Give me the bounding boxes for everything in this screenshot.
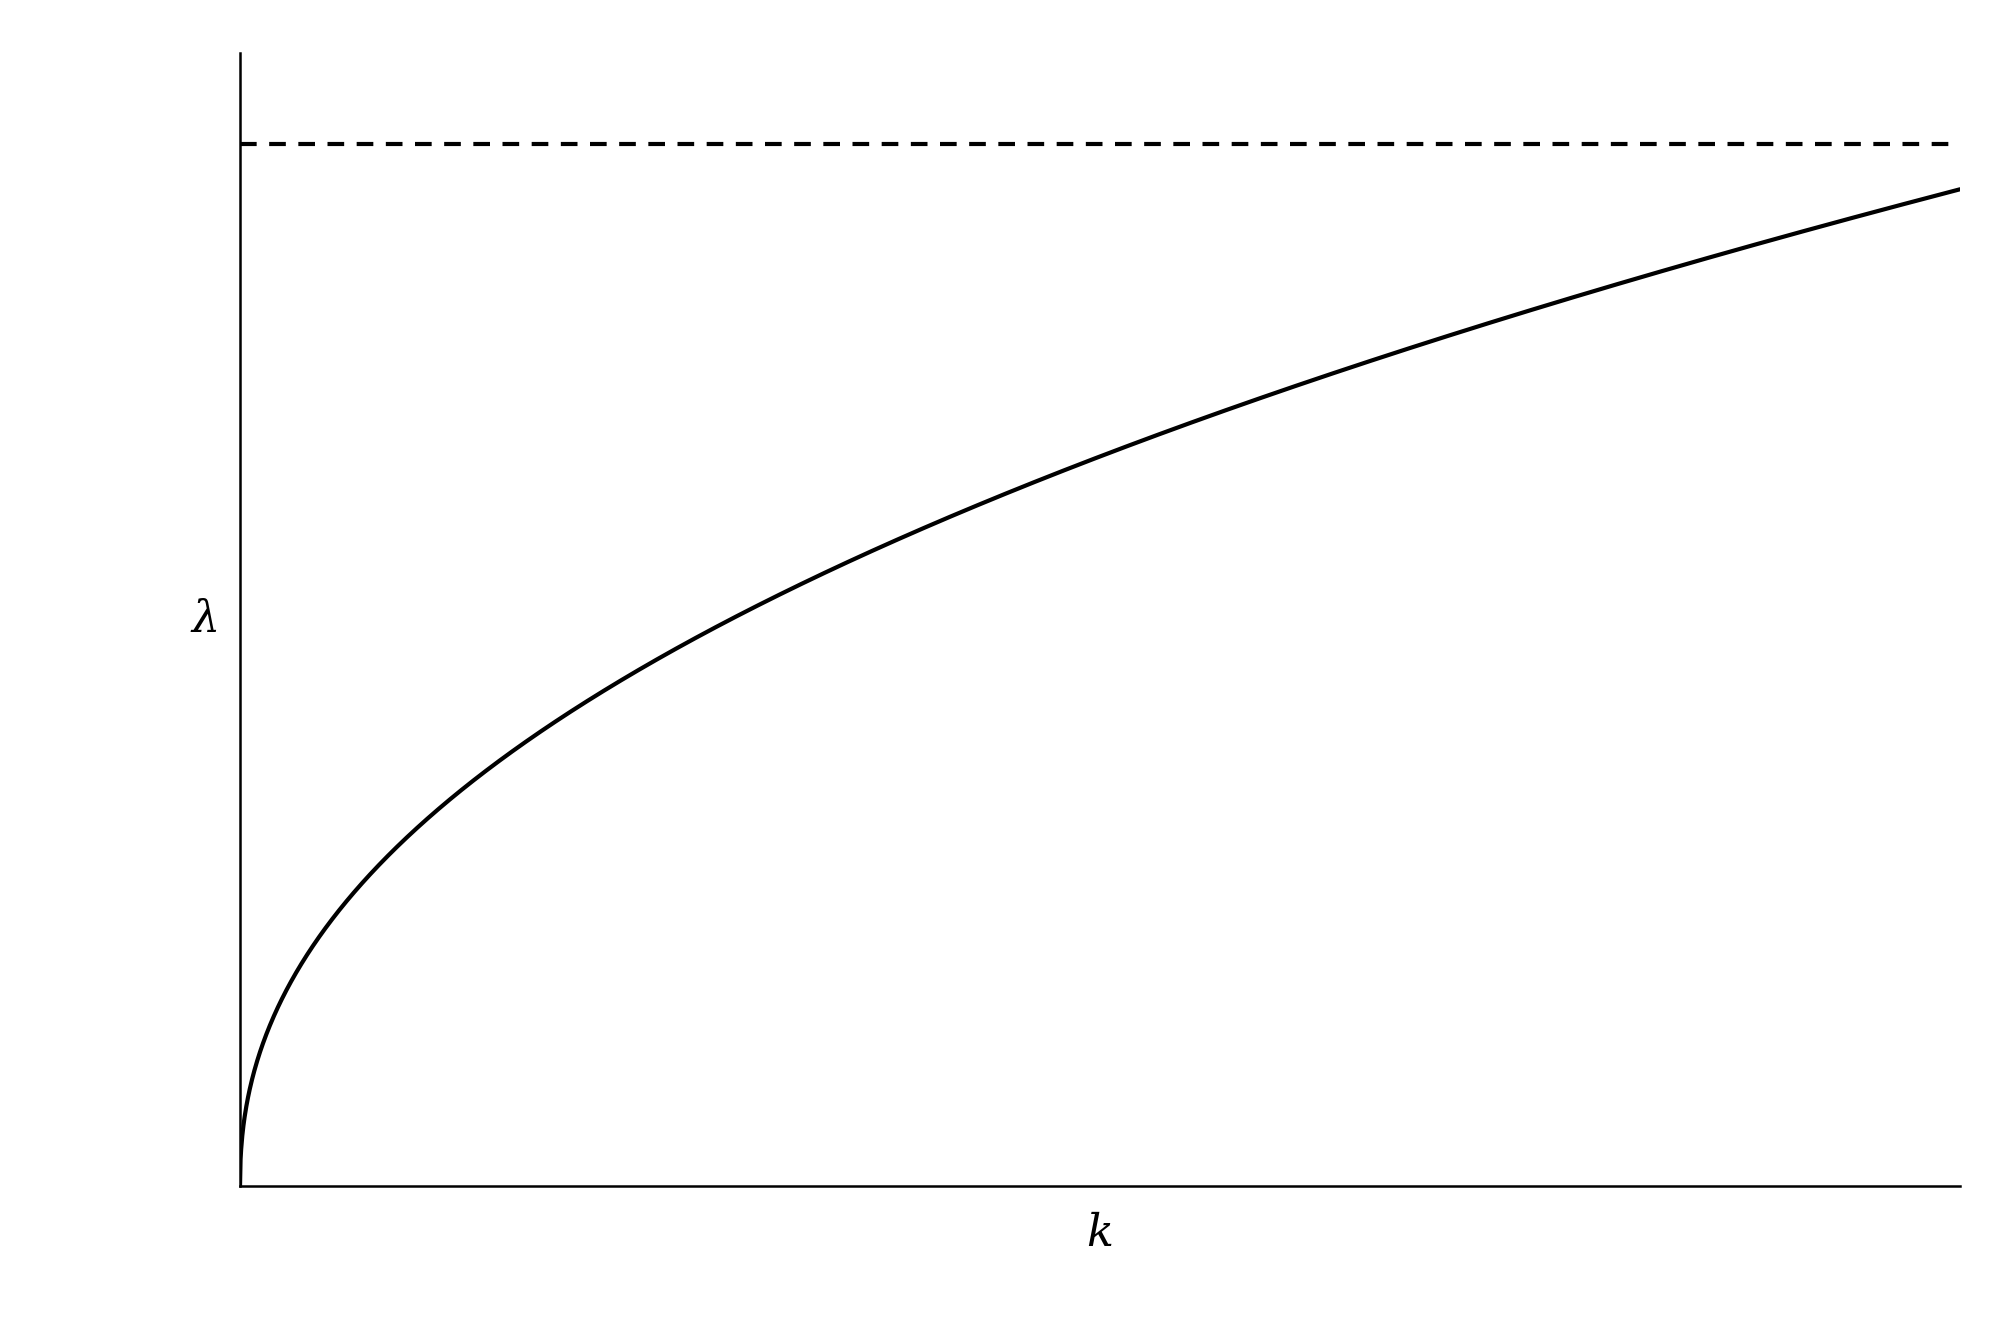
Y-axis label: λ: λ <box>192 599 220 641</box>
X-axis label: k: k <box>1086 1212 1114 1254</box>
